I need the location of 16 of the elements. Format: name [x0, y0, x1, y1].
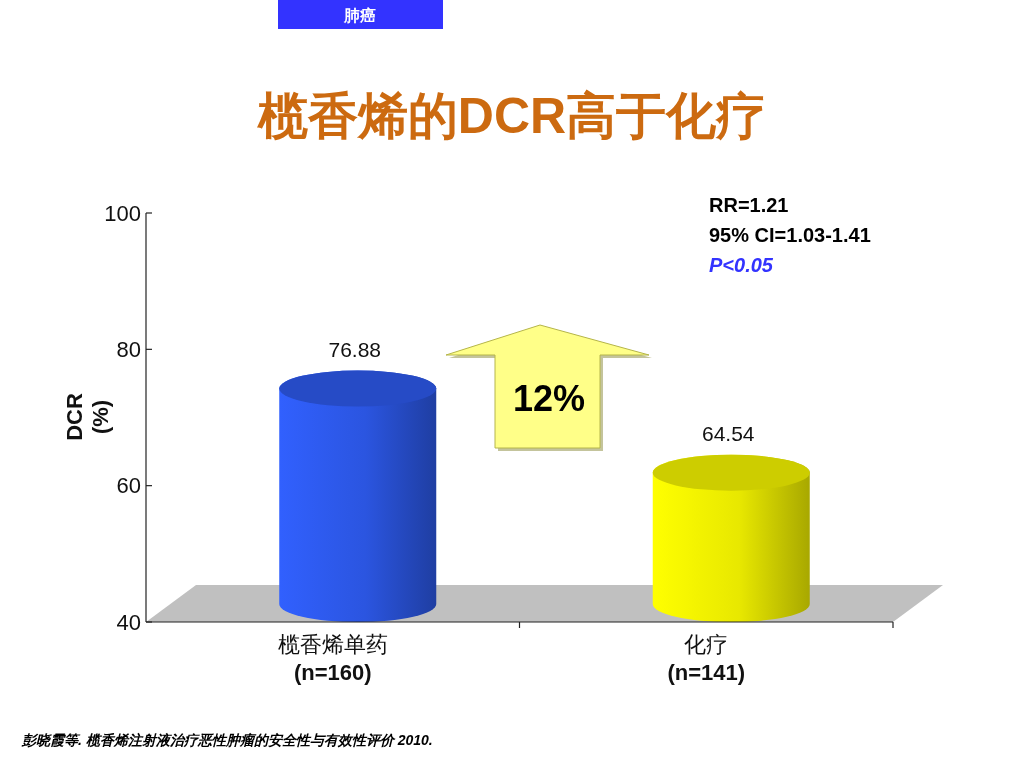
- annotation: P<0.05: [709, 254, 774, 276]
- annotation: 95% CI=1.03-1.41: [709, 224, 871, 246]
- text: 彭晓霞等. 榄香烯注射液治疗恶性肿瘤的安全性与有效性评价 2010.: [21, 732, 433, 748]
- annotation: RR=1.21: [709, 194, 789, 216]
- y-axis-title: DCR (%): [62, 393, 113, 441]
- data-label: 76.88: [328, 337, 382, 361]
- text: 肺癌: [343, 7, 376, 24]
- y-tick-label: 40: [116, 609, 141, 635]
- y-tick-label: 80: [116, 337, 141, 363]
- x-tick-label: 化疗 (n=141): [667, 632, 746, 685]
- data-label: 64.54: [701, 421, 755, 445]
- x-tick-label: 榄香烯单药 (n=160): [277, 632, 388, 685]
- y-tick-label: 60: [116, 473, 141, 499]
- y-tick-label: 100: [104, 200, 141, 226]
- chart-title: 榄香烯的DCR高于化疗: [255, 88, 767, 144]
- annotation: 12%: [512, 378, 586, 419]
